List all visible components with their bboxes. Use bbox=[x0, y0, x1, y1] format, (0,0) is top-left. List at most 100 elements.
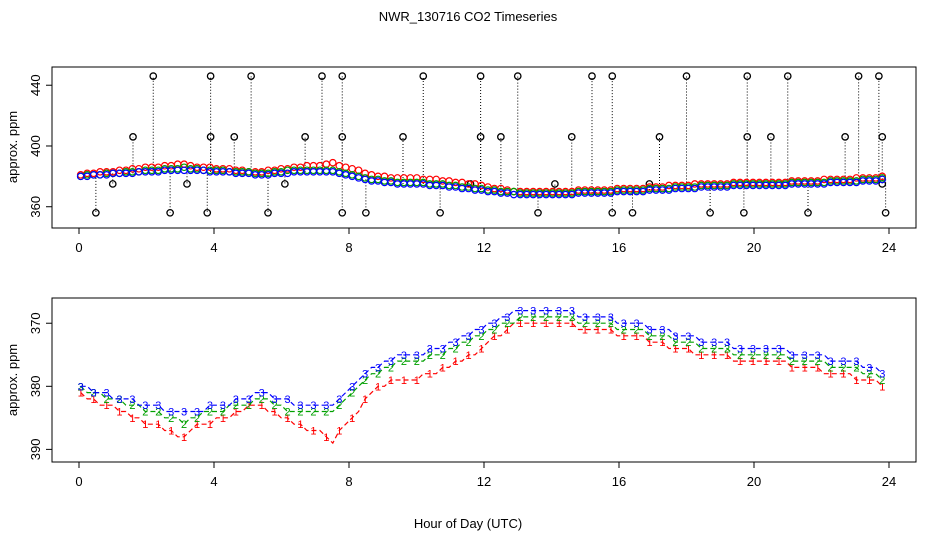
spike-point bbox=[854, 72, 863, 80]
top-red-point bbox=[328, 158, 337, 167]
bottom-series-2-symbol: 2 bbox=[724, 343, 730, 355]
bottom-series-2-symbol: 2 bbox=[646, 331, 652, 343]
bottom-series-2-symbol: 2 bbox=[491, 325, 497, 337]
bottom-series-2-symbol: 2 bbox=[543, 312, 549, 324]
bottom-series-3-symbol: 3 bbox=[789, 350, 795, 362]
bottom-series-1-symbol: 1 bbox=[608, 325, 614, 337]
bottom-series-2-symbol: 2 bbox=[323, 407, 329, 419]
bottom-series-2-symbol: 2 bbox=[789, 356, 795, 368]
spike-point bbox=[419, 72, 428, 80]
top-ylabel: approx. ppm bbox=[5, 111, 20, 183]
bottom-series-2-symbol: 2 bbox=[685, 337, 691, 349]
bottom-series-1-symbol: 1 bbox=[440, 362, 446, 374]
top-xtick-label: 20 bbox=[747, 240, 761, 255]
spike-point bbox=[362, 208, 370, 217]
bottom-series-3-symbol: 3 bbox=[724, 337, 730, 349]
bottom-series-1-symbol: 1 bbox=[194, 419, 200, 431]
bottom-series-2-symbol: 2 bbox=[272, 400, 278, 412]
bottom-series-1-symbol: 1 bbox=[621, 331, 627, 343]
bottom-series-1-symbol: 1 bbox=[789, 362, 795, 374]
bottom-series-2-symbol: 2 bbox=[659, 331, 665, 343]
spike-point bbox=[338, 133, 347, 141]
bottom-series-1-symbol: 1 bbox=[284, 413, 290, 425]
top-panel: approx. ppm 0 4 8 12 16 20 24 360 400 440 bbox=[5, 66, 917, 255]
spike-point bbox=[206, 133, 215, 141]
bottom-series-2-symbol: 2 bbox=[698, 343, 704, 355]
spike-point bbox=[264, 208, 272, 217]
bottom-series-2-symbol: 2 bbox=[155, 407, 161, 419]
bottom-series-2-symbol: 2 bbox=[103, 394, 109, 406]
spike-point bbox=[206, 72, 215, 80]
bottom-series-1-symbol: 1 bbox=[129, 413, 135, 425]
bottom-series-1-symbol: 1 bbox=[569, 318, 575, 330]
bottom-series-2-symbol: 2 bbox=[530, 312, 536, 324]
bottom-ytick-label: 380 bbox=[28, 375, 43, 397]
bottom-series-3-symbol: 3 bbox=[582, 312, 588, 324]
bottom-series-3-symbol: 3 bbox=[491, 318, 497, 330]
bottom-series-1-symbol: 1 bbox=[595, 325, 601, 337]
bottom-series-2-symbol: 2 bbox=[453, 343, 459, 355]
spike-point bbox=[281, 180, 289, 188]
spike-point bbox=[203, 208, 212, 217]
spike-point bbox=[513, 72, 522, 80]
spike-point bbox=[338, 208, 347, 217]
bottom-series-1-symbol: 1 bbox=[168, 425, 174, 437]
bottom-ytick-label: 370 bbox=[28, 312, 43, 334]
bottom-series-1-symbol: 1 bbox=[556, 318, 562, 330]
bottom-xtick-label: 12 bbox=[477, 474, 491, 489]
bottom-series-3-symbol: 3 bbox=[401, 350, 407, 362]
bottom-series-2-symbol: 2 bbox=[427, 350, 433, 362]
bottom-series-3-symbol: 3 bbox=[776, 343, 782, 355]
bottom-series-1-symbol: 1 bbox=[776, 356, 782, 368]
bottom-series-3-symbol: 3 bbox=[323, 400, 329, 412]
bottom-series-3-symbol: 3 bbox=[465, 331, 471, 343]
top-red-point bbox=[354, 166, 363, 175]
bottom-series-3-symbol: 3 bbox=[194, 407, 200, 419]
bottom-series-2-symbol: 2 bbox=[375, 369, 381, 381]
bottom-series-2-symbol: 2 bbox=[78, 381, 84, 393]
spike-point bbox=[706, 208, 714, 217]
bottom-series-1-symbol: 1 bbox=[634, 331, 640, 343]
bottom-series-2-symbol: 2 bbox=[711, 343, 717, 355]
bottom-series-3-symbol: 3 bbox=[504, 312, 510, 324]
bottom-series-1-symbol: 1 bbox=[530, 318, 536, 330]
bottom-series-1-symbol: 1 bbox=[272, 407, 278, 419]
spike-point bbox=[247, 72, 255, 80]
bottom-series-2-symbol: 2 bbox=[181, 419, 187, 431]
top-blue-point bbox=[878, 175, 887, 184]
spike-point bbox=[655, 133, 664, 141]
bottom-series-3-symbol: 3 bbox=[659, 325, 665, 337]
bottom-xtick-label: 16 bbox=[612, 474, 626, 489]
bottom-series-1-symbol: 1 bbox=[465, 350, 471, 362]
bottom-series-3-symbol: 3 bbox=[246, 394, 252, 406]
spike-point bbox=[129, 133, 137, 141]
bottom-series-3-symbol: 3 bbox=[349, 381, 355, 393]
bottom-series-1-symbol: 1 bbox=[246, 400, 252, 412]
spike-point bbox=[628, 208, 637, 217]
bottom-series-1-symbol: 1 bbox=[259, 400, 265, 412]
bottom-series-2-symbol: 2 bbox=[608, 318, 614, 330]
bottom-series-1-symbol: 1 bbox=[750, 356, 756, 368]
bottom-series-1-symbol: 1 bbox=[336, 425, 342, 437]
bottom-series-2-symbol: 2 bbox=[194, 413, 200, 425]
bottom-series-3-symbol: 3 bbox=[414, 350, 420, 362]
top-xtick-label: 16 bbox=[612, 240, 626, 255]
bottom-series-2-symbol: 2 bbox=[621, 325, 627, 337]
bottom-series-3-symbol: 3 bbox=[672, 331, 678, 343]
bottom-series-1-symbol: 1 bbox=[181, 432, 187, 444]
bottom-series-2-symbol: 2 bbox=[504, 318, 510, 330]
bottom-series-2-symbol: 2 bbox=[142, 407, 148, 419]
bottom-series-3-symbol: 3 bbox=[336, 394, 342, 406]
bottom-series-3-symbol: 3 bbox=[310, 400, 316, 412]
bottom-series-3-symbol: 3 bbox=[815, 350, 821, 362]
bottom-series-1-symbol: 1 bbox=[453, 356, 459, 368]
bottom-series-2-symbol: 2 bbox=[207, 407, 213, 419]
bottom-series-2-symbol: 2 bbox=[595, 318, 601, 330]
bottom-series-1-symbol: 1 bbox=[517, 318, 523, 330]
bottom-series-3-symbol: 3 bbox=[478, 325, 484, 337]
spike-point bbox=[743, 72, 752, 80]
bottom-series-1-symbol: 1 bbox=[763, 356, 769, 368]
bottom-series-2-symbol: 2 bbox=[569, 312, 575, 324]
bottom-series-3-symbol: 3 bbox=[853, 356, 859, 368]
bottom-series-2-symbol: 2 bbox=[802, 356, 808, 368]
